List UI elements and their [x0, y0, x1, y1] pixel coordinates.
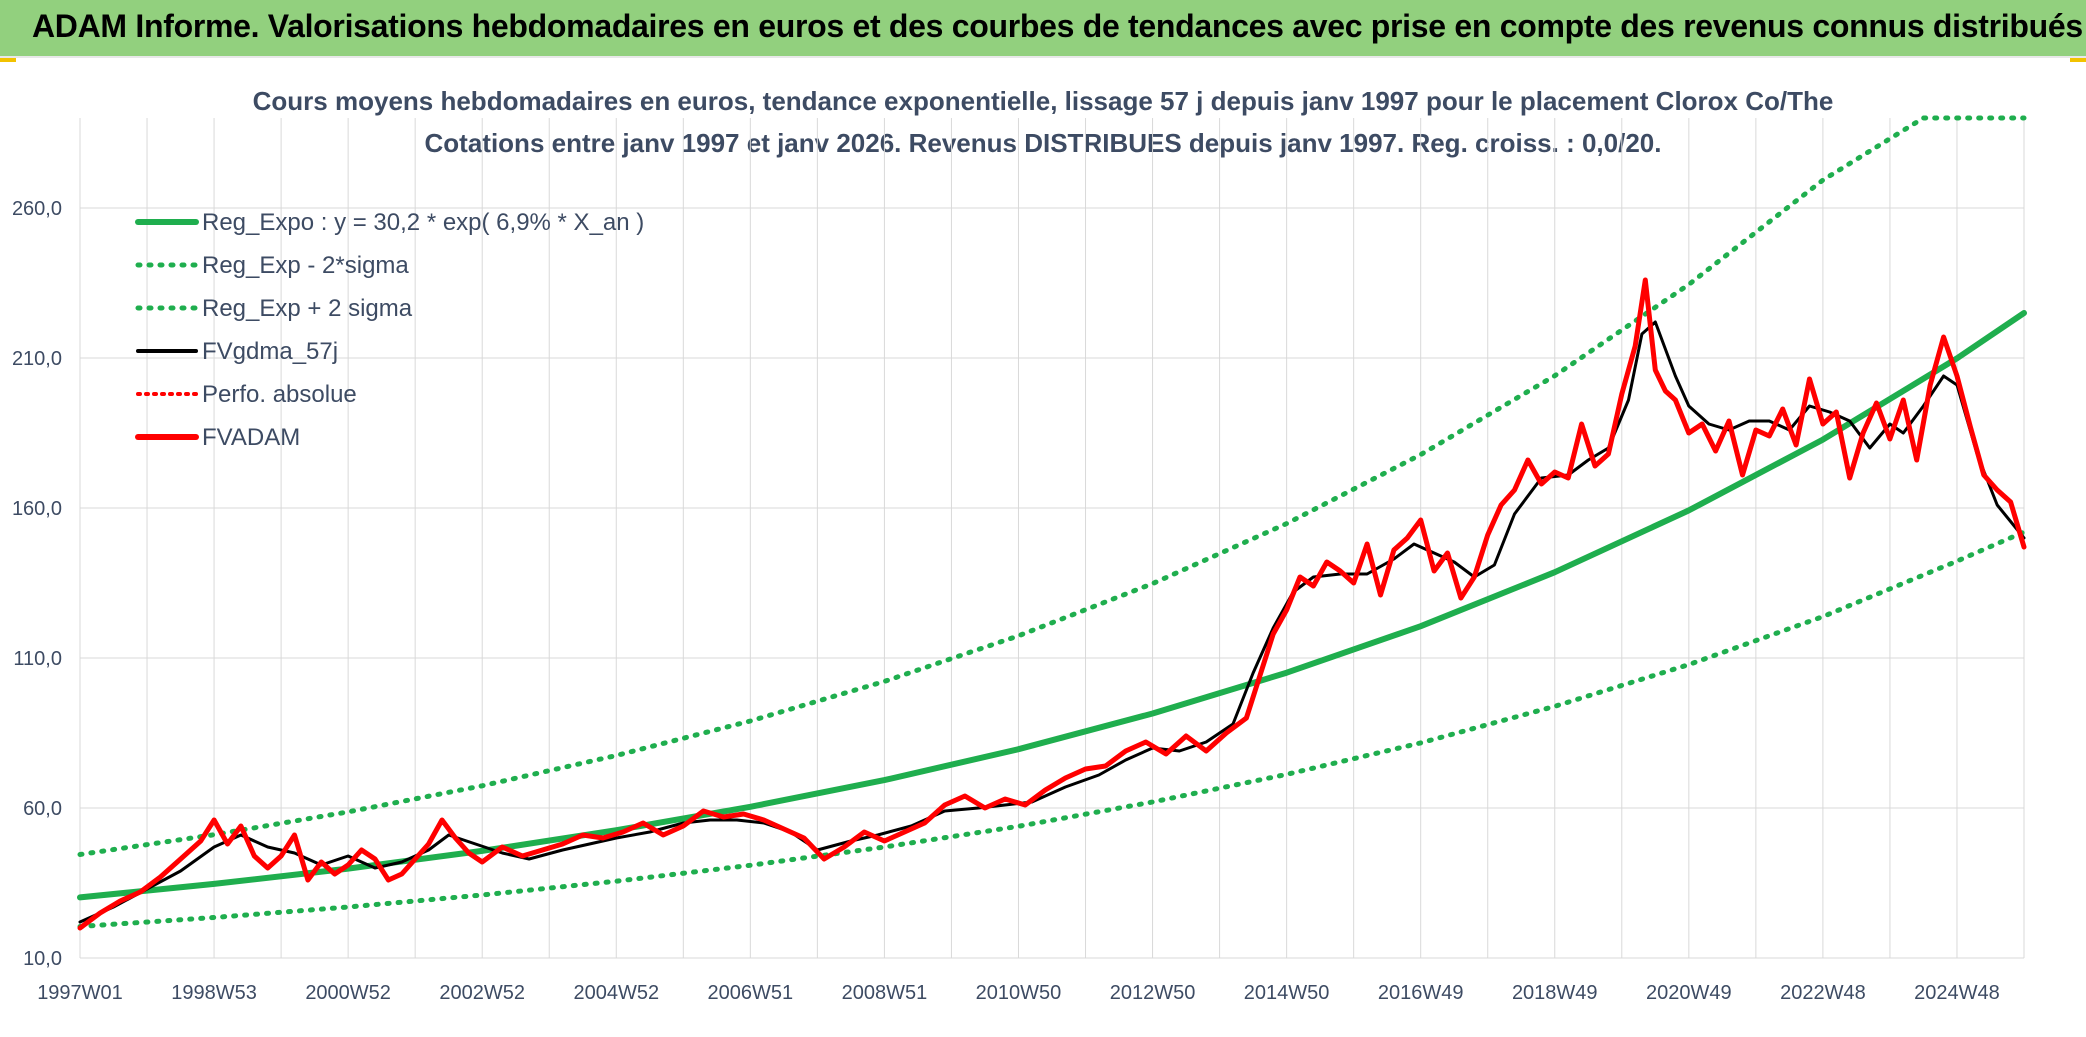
x-tick-label: 2004W52 [573, 982, 659, 1004]
legend-label: Perfo. absolue [202, 381, 357, 408]
legend-label: Reg_Exp + 2 sigma [202, 295, 413, 322]
x-tick-label: 1998W53 [171, 982, 257, 1004]
price-line-fvadam [77, 277, 2027, 931]
y-tick-label: 110,0 [13, 648, 62, 670]
grid-lines [79, 118, 2025, 959]
x-tick-label: 2018W49 [1512, 982, 1598, 1004]
trend-line-minus-2-sigma [77, 529, 2027, 929]
x-tick-label: 2012W50 [1110, 982, 1196, 1004]
x-tick-label: 2022W48 [1780, 982, 1866, 1004]
corner-marker-right [2070, 54, 2086, 62]
x-tick-label: 2006W51 [708, 982, 794, 1004]
x-tick-label: 2010W50 [976, 982, 1062, 1004]
x-tick-label: 2016W49 [1378, 982, 1464, 1004]
chart-subtitle: Cotations entre janv 1997 et janv 2026. … [424, 128, 1662, 158]
chart-legend: Reg_Expo : y = 30,2 * exp( 6,9% * X_an )… [135, 209, 644, 451]
x-tick-label: 1997W01 [37, 982, 123, 1004]
banner-title: ADAM Informe. Valorisations hebdomadaire… [32, 8, 2083, 44]
y-tick-label: 60,0 [23, 798, 62, 820]
series-lines [77, 115, 2027, 931]
trend-line-plus-2-sigma [77, 115, 2027, 857]
y-tick-label: 160,0 [12, 498, 62, 520]
y-tick-label: 260,0 [12, 198, 62, 220]
x-tick-label: 2002W52 [439, 982, 525, 1004]
x-tick-label: 2014W50 [1244, 982, 1330, 1004]
legend-label: FVADAM [202, 424, 300, 451]
x-tick-label: 2024W48 [1914, 982, 2000, 1004]
x-tick-label: 2008W51 [842, 982, 928, 1004]
y-tick-label: 10,0 [23, 948, 62, 970]
report-banner: ADAM Informe. Valorisations hebdomadaire… [0, 0, 2086, 58]
axis-labels: 10,0 60,0 110,0 160,0 210,0 260,0 1997W01 1998W… [12, 198, 2000, 1004]
x-tick-label: 2020W49 [1646, 982, 1732, 1004]
chart-title: Cours moyens hebdomadaires en euros, ten… [252, 86, 1834, 116]
y-tick-label: 210,0 [12, 348, 62, 370]
legend-label: Reg_Expo : y = 30,2 * exp( 6,9% * X_an ) [202, 209, 644, 236]
legend-label: FVgdma_57j [202, 338, 338, 365]
x-tick-label: 2000W52 [305, 982, 391, 1004]
corner-marker-left [0, 54, 16, 62]
legend-label: Reg_Exp - 2*sigma [202, 252, 409, 279]
trend-line-reg-expo [77, 310, 2027, 901]
